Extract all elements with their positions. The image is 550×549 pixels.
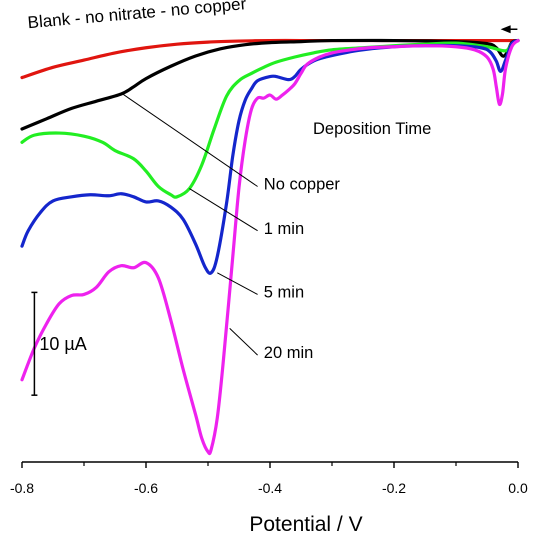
series-line-20-min xyxy=(20,38,520,456)
scan-arrow-head xyxy=(500,25,511,34)
series-label-5-min: 5 min xyxy=(264,284,304,302)
leader-line-5-min xyxy=(217,272,258,295)
series-label-20-min: 20 min xyxy=(264,344,314,362)
series-line-no-copper xyxy=(20,38,520,131)
series-label-blank-no-nitrate-no-copper: Blank - no nitrate - no copper xyxy=(27,0,247,32)
x-tick-label: -0.8 xyxy=(10,480,34,496)
series-line-5-min xyxy=(20,38,520,275)
x-tick-label: -0.2 xyxy=(382,480,406,496)
series-line-1-min xyxy=(20,38,520,199)
scale-bar-label: 10 µA xyxy=(39,334,86,354)
x-axis-label: Potential / V xyxy=(249,513,362,536)
scan-direction-arrow xyxy=(500,25,518,34)
series-label-no-copper: No copper xyxy=(264,176,341,194)
current-scale-bar xyxy=(31,291,38,396)
leader-line-no-copper xyxy=(120,92,258,187)
x-axis: -0.8 -0.6 -0.4 -0.2 0.0 xyxy=(10,461,528,496)
series-label-1-min: 1 min xyxy=(264,220,304,238)
x-tick-label: -0.6 xyxy=(134,480,158,496)
x-tick-label: 0.0 xyxy=(508,480,528,496)
leader-line-1-min xyxy=(189,188,258,232)
leader-line-20-min xyxy=(229,328,258,356)
deposition-time-title: Deposition Time xyxy=(313,120,431,138)
label-leader-lines xyxy=(120,92,258,356)
x-tick-label: -0.4 xyxy=(258,480,282,496)
series-curves xyxy=(20,38,520,456)
series-labels: Blank - no nitrate - no copper No copper 1… xyxy=(27,0,341,362)
